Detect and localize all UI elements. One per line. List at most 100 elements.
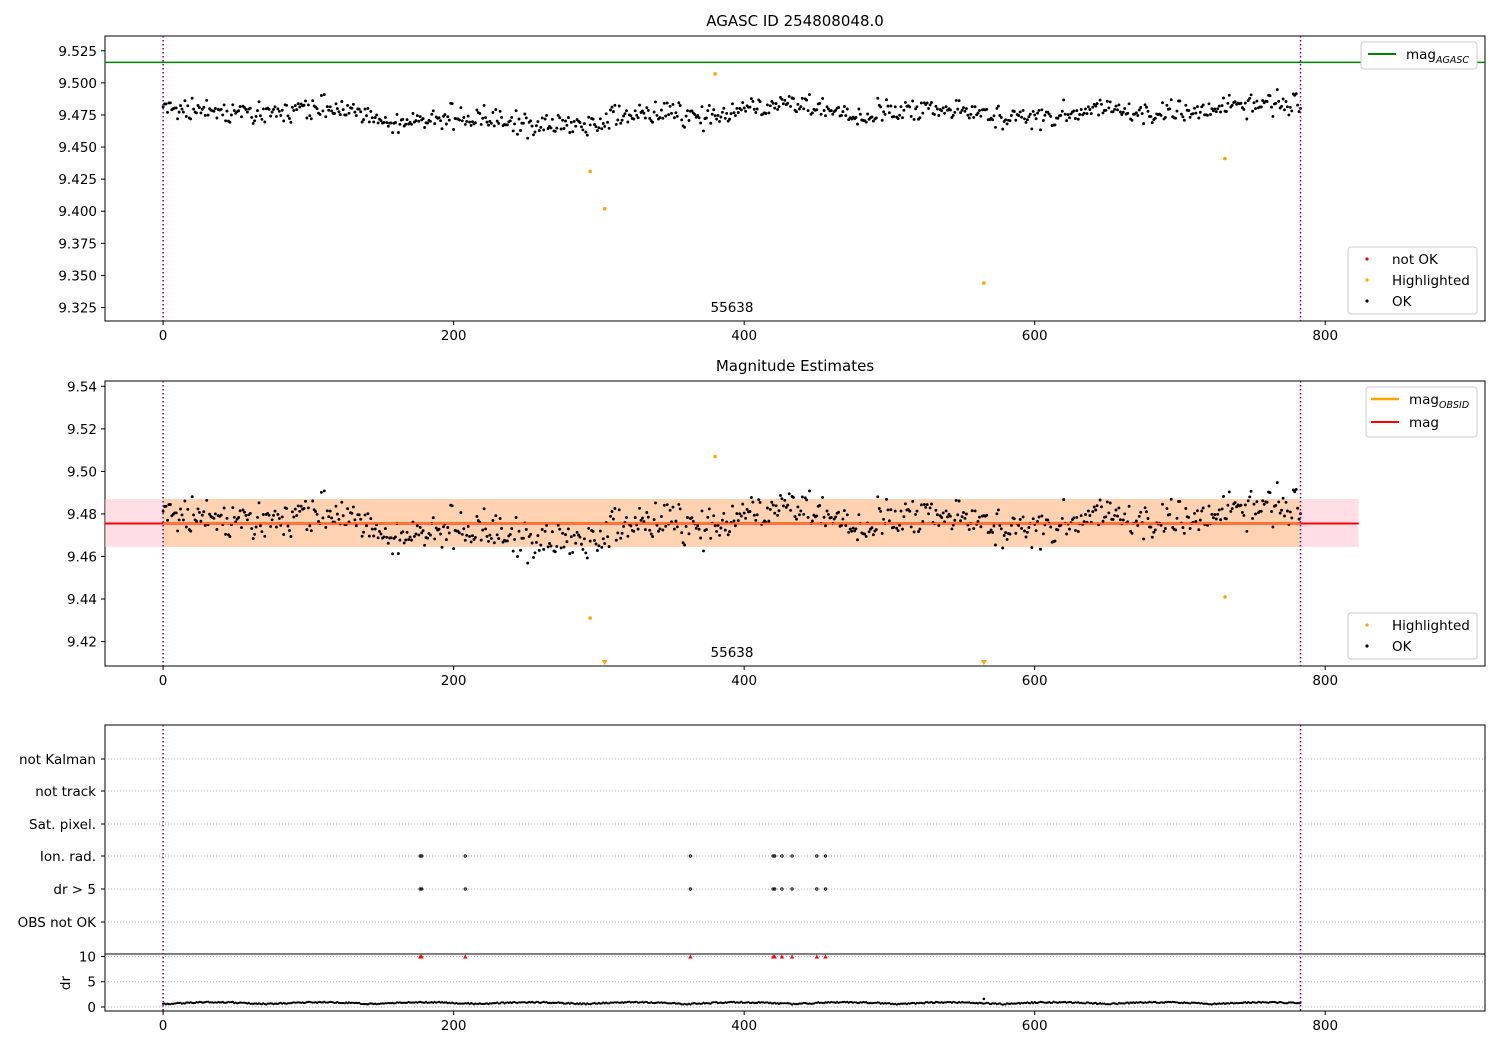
- ok-point: [882, 110, 886, 114]
- flag-point: [790, 854, 794, 858]
- ok-point: [741, 101, 745, 105]
- ok-point: [979, 114, 983, 118]
- ok-point: [304, 99, 307, 103]
- flag-point: [688, 854, 693, 858]
- ok-point: [1123, 512, 1127, 516]
- ok-point: [1072, 516, 1076, 520]
- ok-point: [1134, 111, 1138, 115]
- ok-point: [643, 116, 647, 120]
- ok-point: [575, 530, 579, 534]
- ok-point: [1027, 115, 1031, 119]
- ok-point: [369, 517, 373, 521]
- ok-point: [1159, 523, 1163, 527]
- ok-point: [901, 116, 904, 120]
- ok-point: [854, 116, 858, 119]
- ok-point: [925, 101, 929, 105]
- ok-point: [648, 116, 652, 120]
- ok-point: [892, 525, 896, 529]
- ok-point: [948, 514, 952, 518]
- ok-point: [908, 105, 912, 109]
- dr-point: [1116, 1003, 1119, 1006]
- ok-point: [902, 515, 906, 519]
- ok-point: [1227, 490, 1231, 494]
- ok-point: [238, 509, 242, 513]
- ok-point: [1210, 512, 1214, 516]
- ok-point: [1209, 113, 1212, 116]
- ok-point: [803, 496, 807, 500]
- ok-point: [213, 512, 217, 516]
- ok-point: [305, 116, 309, 120]
- ok-point: [241, 508, 245, 512]
- ok-point: [915, 509, 919, 513]
- flag-point: [771, 887, 775, 891]
- ok-point: [876, 495, 880, 499]
- ok-point: [617, 104, 621, 108]
- ok-point: [739, 514, 743, 518]
- ok-point: [492, 124, 496, 128]
- ok-point: [1031, 517, 1035, 521]
- ok-point: [260, 117, 264, 121]
- ok-point: [225, 109, 229, 113]
- ok-point: [1053, 123, 1057, 127]
- ok-point: [850, 529, 854, 533]
- ok-point: [1121, 110, 1125, 114]
- ok-point: [951, 113, 955, 117]
- ok-point: [784, 505, 788, 509]
- ok-point: [950, 116, 954, 119]
- ok-point: [267, 107, 271, 111]
- ok-point: [370, 116, 374, 120]
- ok-point: [508, 119, 512, 123]
- y-tick-label: 9.450: [58, 140, 97, 156]
- ok-point: [280, 515, 284, 519]
- ok-point: [588, 123, 592, 127]
- ok-point: [1095, 504, 1099, 508]
- ok-point: [709, 121, 713, 125]
- ok-point: [1187, 109, 1191, 113]
- ok-point: [405, 118, 409, 122]
- ok-point: [391, 131, 395, 135]
- ok-point: [671, 102, 675, 106]
- ok-point: [826, 107, 830, 111]
- ok-point: [797, 107, 801, 111]
- ok-point: [736, 111, 740, 114]
- ok-point: [369, 109, 373, 113]
- ok-point: [1025, 118, 1029, 122]
- ok-point: [1255, 99, 1259, 103]
- ok-point: [614, 122, 618, 126]
- ok-point: [553, 129, 557, 133]
- ok-point: [1195, 105, 1199, 109]
- ok-point: [867, 530, 871, 534]
- ok-point: [655, 113, 659, 117]
- ok-point: [889, 104, 893, 108]
- ok-point: [280, 108, 284, 112]
- ok-point: [176, 117, 180, 121]
- ok-point: [475, 108, 479, 112]
- ok-point: [808, 489, 811, 493]
- ok-point: [665, 503, 669, 507]
- ok-point: [661, 528, 665, 532]
- ok-point: [1230, 103, 1234, 107]
- ok-point: [1111, 517, 1115, 521]
- ok-point: [460, 119, 464, 123]
- ok-point: [1065, 532, 1069, 536]
- ok-point: [935, 107, 939, 111]
- ok-point: [418, 525, 422, 529]
- ok-point: [1037, 108, 1041, 112]
- ok-point: [212, 109, 216, 113]
- ok-point: [481, 528, 485, 532]
- ok-point: [1200, 509, 1204, 513]
- ok-point: [1134, 519, 1138, 523]
- ok-point: [183, 99, 187, 103]
- ok-point: [1089, 112, 1093, 116]
- ok-point: [1165, 507, 1169, 511]
- ok-point: [232, 515, 236, 519]
- flag-point: [780, 887, 784, 891]
- ok-point: [1036, 519, 1040, 523]
- ok-point: [1143, 506, 1147, 510]
- y-tick-label: 9.54: [67, 379, 97, 395]
- ok-point: [190, 96, 194, 100]
- ok-point: [613, 507, 617, 510]
- ok-point: [914, 512, 918, 516]
- ok-point: [440, 545, 444, 549]
